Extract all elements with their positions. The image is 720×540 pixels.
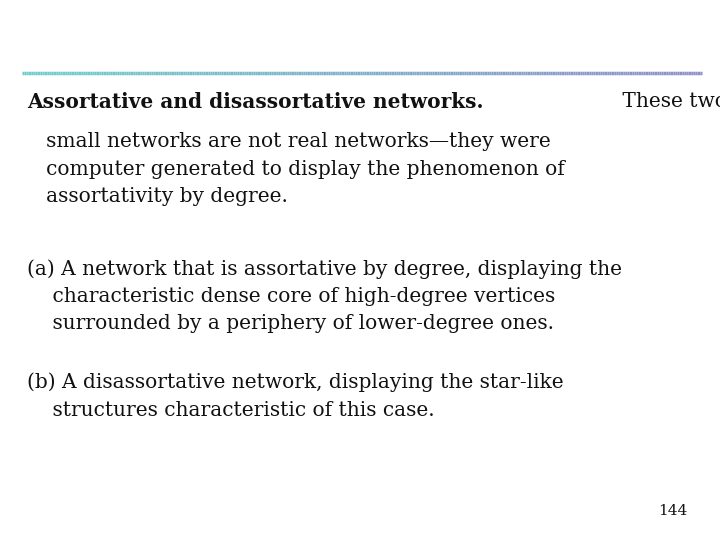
Text: These two: These two [616,92,720,111]
Text: (b) A disassortative network, displaying the star-like
    structures characteri: (b) A disassortative network, displaying… [27,373,564,420]
Text: Assortative and disassortative networks.: Assortative and disassortative networks. [27,92,484,112]
Text: 144: 144 [658,504,688,518]
Text: small networks are not real networks—they were
   computer generated to display : small networks are not real networks—the… [27,132,565,206]
Text: (a) A network that is assortative by degree, displaying the
    characteristic d: (a) A network that is assortative by deg… [27,259,622,333]
